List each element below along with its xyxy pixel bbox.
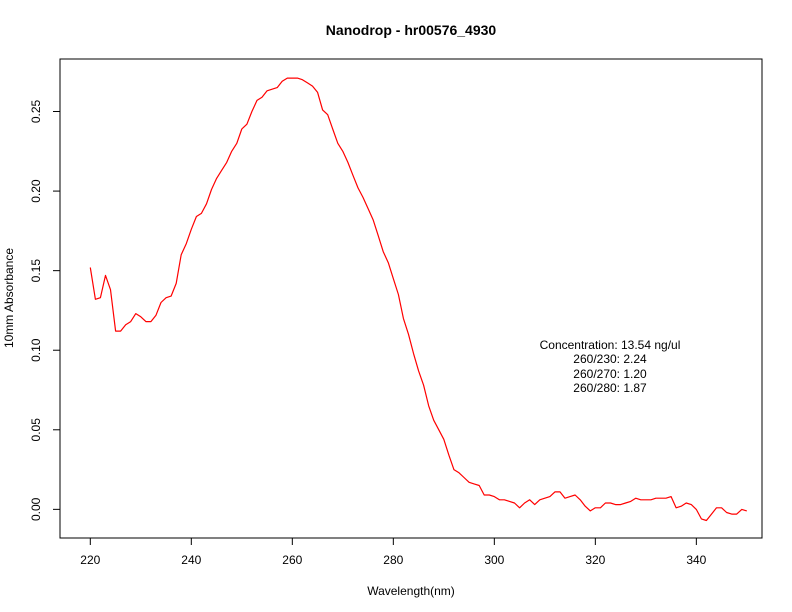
series-layer [89,77,747,522]
x-axis: 220 240 260 280 300 320 340 [80,537,707,567]
concentration-label: Concentration: 13.54 ng/ul [540,338,681,352]
ratio-260-230-label: 260/230: 2.24 [573,352,647,366]
x-tick-label: 280 [383,553,403,567]
x-tick-label: 340 [686,553,706,567]
y-tick-label: 0.25 [29,100,43,124]
stats-annotation: Concentration: 13.54 ng/ul 260/230: 2.24… [540,338,681,395]
x-tick-label: 300 [484,553,504,567]
y-tick-label: 0.05 [29,418,43,442]
y-tick-label: 0.00 [29,497,43,521]
chart-title: Nanodrop - hr00576_4930 [326,22,497,38]
y-axis-label: 10mm Absorbance [2,248,16,348]
y-tick-label: 0.10 [29,338,43,362]
x-tick-label: 260 [282,553,302,567]
absorbance-series-line [89,77,747,522]
ratio-260-270-label: 260/270: 1.20 [573,367,647,381]
ratio-260-280-label: 260/280: 1.87 [573,381,647,395]
y-tick-label: 0.15 [29,259,43,283]
x-tick-label: 240 [181,553,201,567]
x-axis-label: Wavelength(nm) [367,584,455,598]
x-tick-label: 220 [80,553,100,567]
y-axis: 0.00 0.05 0.10 0.15 0.20 0.25 [29,100,61,521]
y-tick-label: 0.20 [29,179,43,203]
x-tick-label: 320 [585,553,605,567]
